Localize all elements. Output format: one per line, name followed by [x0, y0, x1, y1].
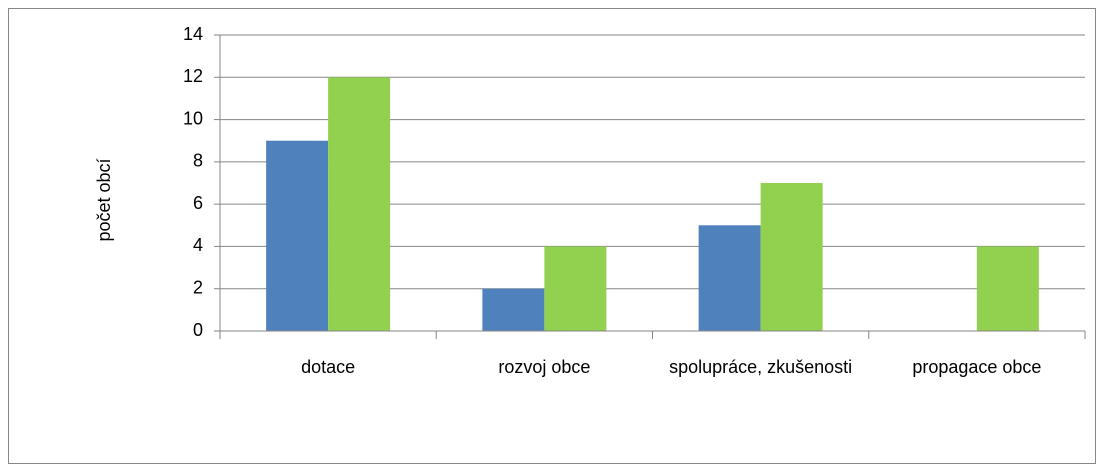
chart-frame — [8, 8, 1096, 464]
y-tick-label: 12 — [183, 66, 203, 86]
y-tick-label: 14 — [183, 24, 203, 44]
bar — [976, 246, 1039, 331]
bar — [698, 225, 761, 331]
x-tick-label: dotace — [301, 357, 356, 377]
y-axis-label: počet obcí — [94, 158, 114, 241]
bar — [328, 77, 391, 332]
x-tick-label: spolupráce, zkušenosti — [669, 357, 853, 377]
y-tick-label: 6 — [193, 193, 203, 213]
bar — [760, 183, 823, 331]
x-tick-label: rozvoj obce — [498, 357, 591, 377]
bar — [544, 246, 607, 331]
bar — [266, 140, 329, 331]
y-tick-label: 10 — [183, 108, 203, 128]
y-tick-label: 8 — [193, 151, 203, 171]
y-tick-label: 2 — [193, 277, 203, 297]
bar — [482, 288, 545, 331]
y-tick-label: 4 — [193, 235, 203, 255]
x-tick-label: propagace obce — [912, 357, 1042, 377]
y-tick-label: 0 — [193, 320, 203, 340]
